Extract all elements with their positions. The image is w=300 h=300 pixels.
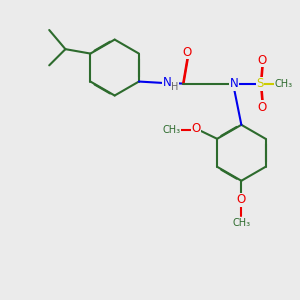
Text: O: O: [191, 122, 201, 135]
Text: H: H: [171, 82, 179, 92]
Text: O: O: [258, 53, 267, 67]
Text: S: S: [256, 77, 264, 90]
Text: O: O: [258, 101, 267, 114]
Text: CH₃: CH₃: [232, 218, 250, 228]
Text: O: O: [183, 46, 192, 59]
Text: CH₃: CH₃: [274, 79, 292, 88]
Text: CH₃: CH₃: [163, 125, 181, 135]
Text: N: N: [230, 77, 238, 90]
Text: N: N: [163, 76, 172, 89]
Text: O: O: [237, 194, 246, 206]
